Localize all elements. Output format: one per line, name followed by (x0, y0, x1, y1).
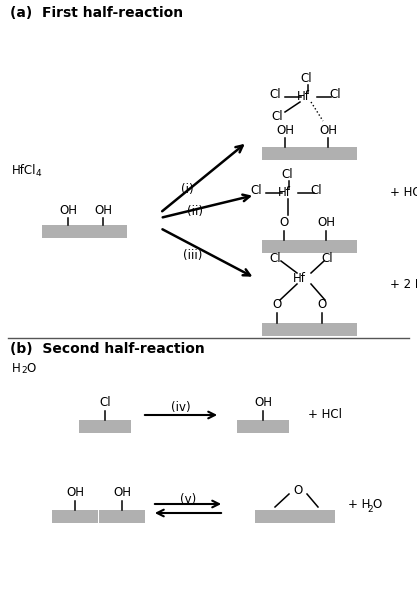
Text: OH: OH (59, 203, 77, 217)
Text: Cl: Cl (281, 167, 293, 181)
Text: Cl: Cl (99, 397, 111, 409)
Text: 2: 2 (21, 366, 27, 375)
Text: + HCl: + HCl (390, 187, 417, 199)
Text: Hf: Hf (296, 91, 309, 103)
Text: OH: OH (113, 487, 131, 499)
Text: O: O (272, 298, 281, 311)
Text: (ii): (ii) (187, 205, 203, 218)
Text: + H: + H (348, 499, 370, 511)
Text: (a)  First half-reaction: (a) First half-reaction (10, 6, 183, 20)
Bar (79, 420, 131, 433)
Text: O: O (294, 484, 303, 497)
Text: O: O (279, 217, 289, 229)
Text: (iv): (iv) (171, 401, 191, 413)
Text: OH: OH (276, 124, 294, 136)
Text: OH: OH (317, 217, 335, 229)
Text: OH: OH (319, 124, 337, 136)
Text: H: H (12, 362, 21, 375)
Bar (262, 147, 357, 160)
Text: 4: 4 (36, 169, 42, 178)
Bar (262, 240, 357, 253)
Text: OH: OH (254, 397, 272, 409)
Text: Cl: Cl (269, 88, 281, 101)
Text: O: O (26, 362, 35, 375)
Text: Cl: Cl (271, 109, 283, 122)
Text: O: O (372, 499, 381, 511)
Text: Hf: Hf (278, 187, 290, 199)
Text: Cl: Cl (329, 88, 341, 101)
Text: OH: OH (66, 487, 84, 499)
Text: (i): (i) (181, 184, 193, 196)
Text: Cl: Cl (250, 185, 262, 197)
Text: (v): (v) (180, 493, 196, 505)
Text: Cl: Cl (300, 71, 312, 85)
Bar (52, 510, 98, 523)
Text: HfCl: HfCl (12, 163, 37, 176)
Text: O: O (317, 298, 327, 311)
Bar (262, 323, 357, 336)
Bar (43, 225, 128, 238)
Text: Cl: Cl (269, 251, 281, 265)
Bar (99, 510, 145, 523)
Text: 2: 2 (367, 505, 373, 514)
Text: + 2 HCl: + 2 HCl (390, 278, 417, 292)
Text: + HCl: + HCl (308, 409, 342, 421)
Text: OH: OH (94, 203, 112, 217)
Text: (b)  Second half-reaction: (b) Second half-reaction (10, 342, 205, 356)
Bar (255, 510, 335, 523)
Text: (iii): (iii) (183, 250, 203, 263)
Text: Hf: Hf (293, 271, 305, 284)
Bar (237, 420, 289, 433)
Text: Cl: Cl (310, 185, 322, 197)
Text: Cl: Cl (321, 251, 333, 265)
